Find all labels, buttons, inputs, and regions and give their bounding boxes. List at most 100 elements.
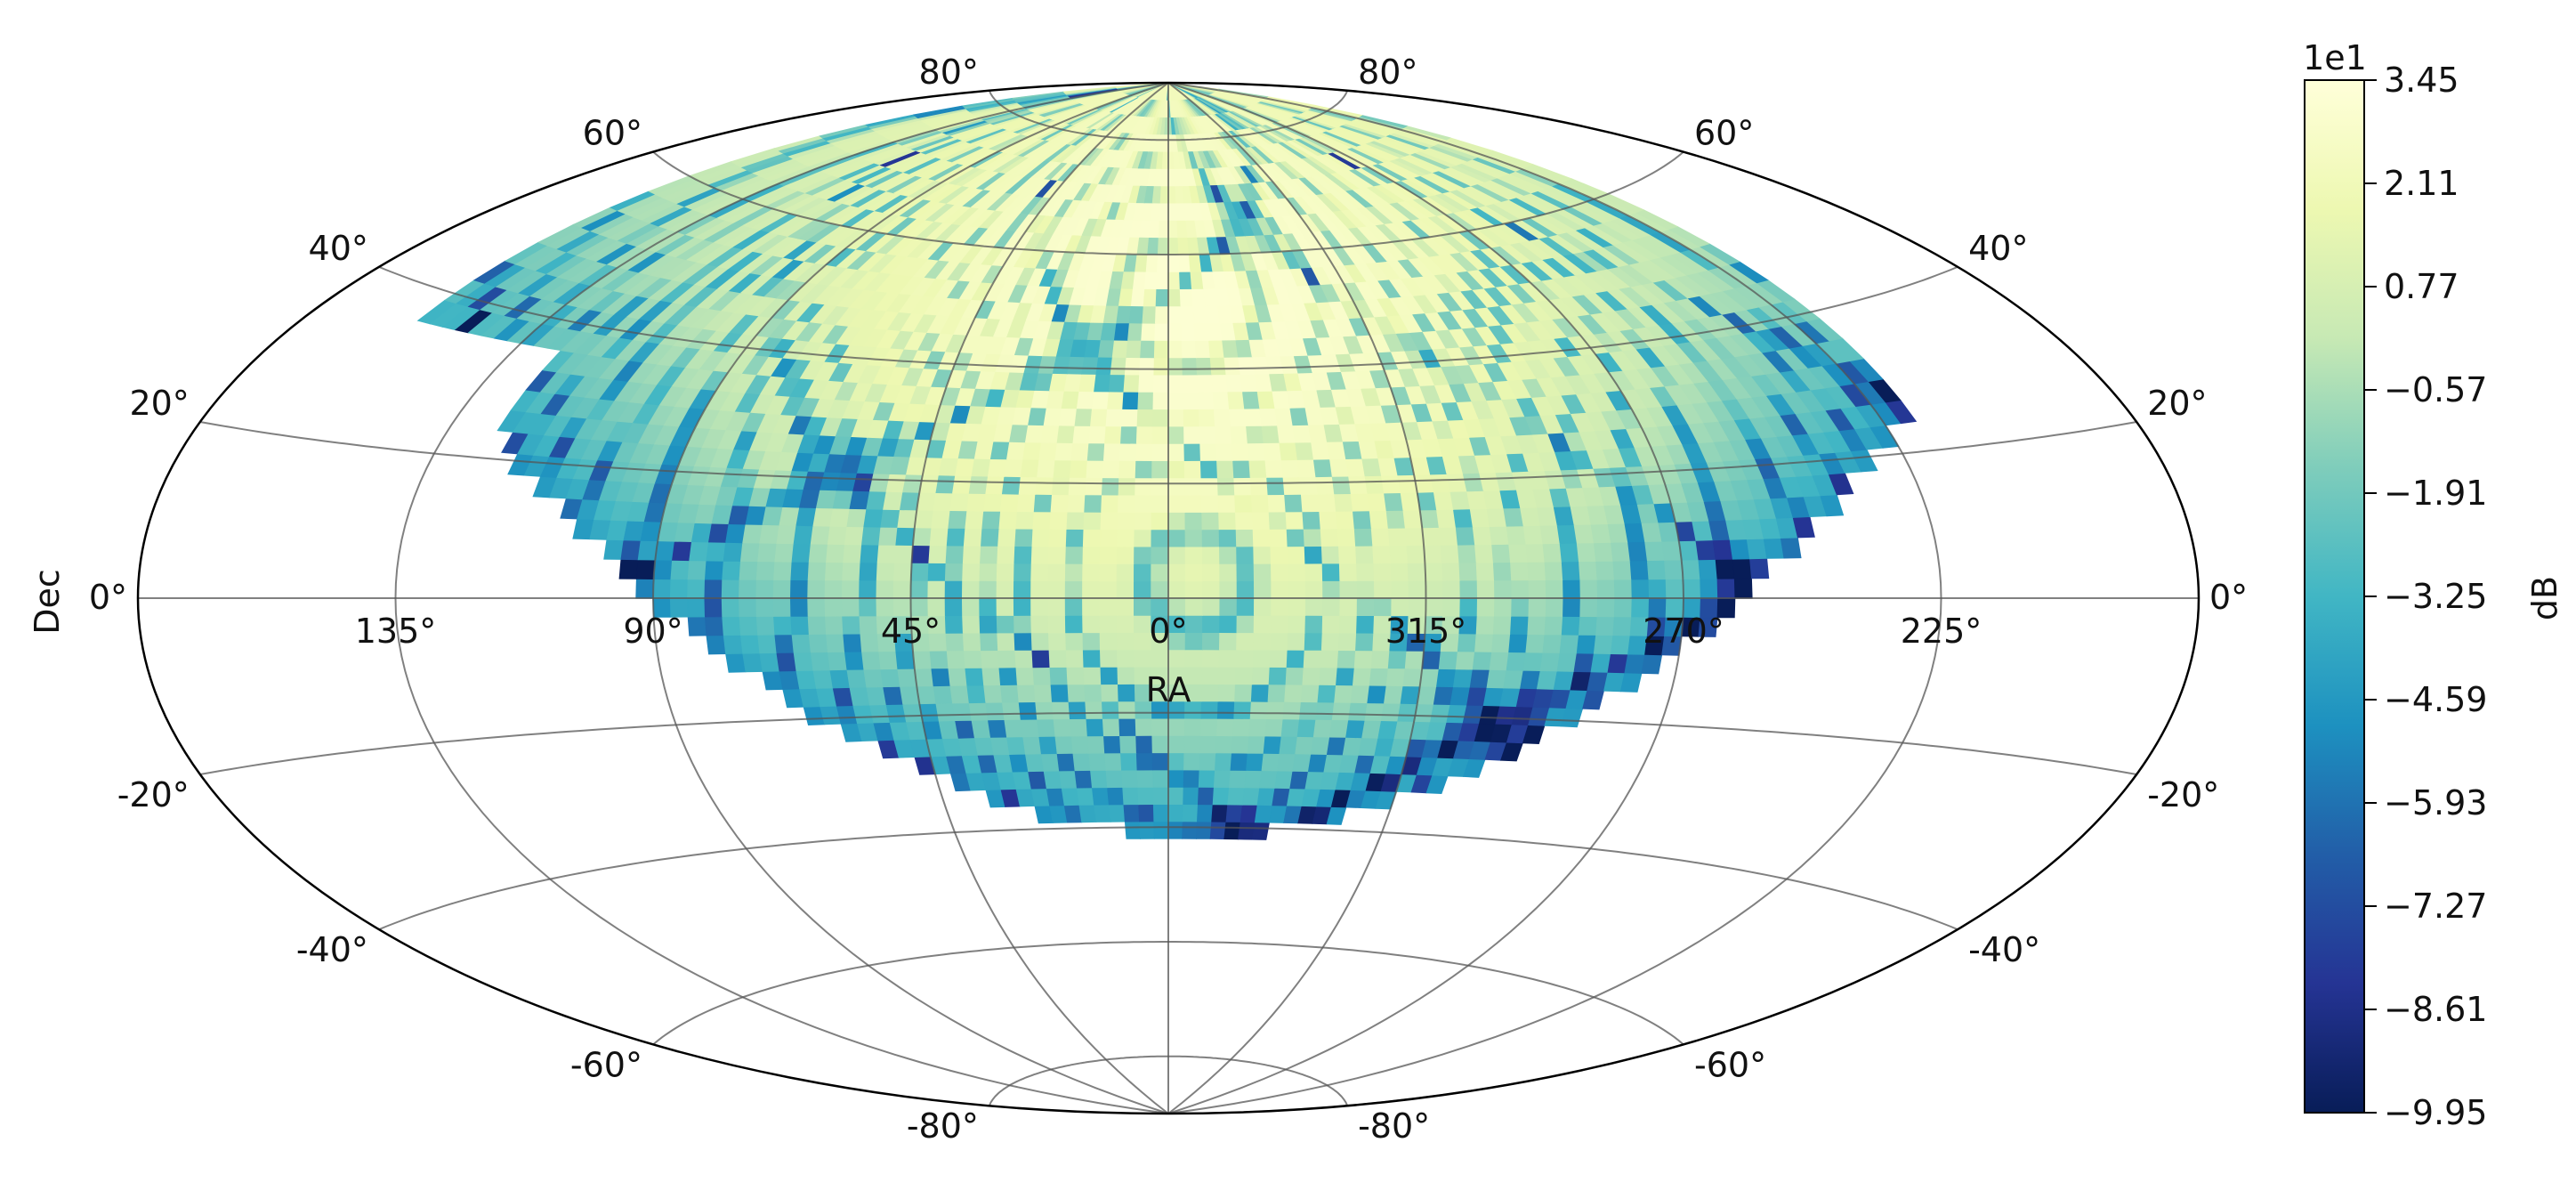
heatmap-cell (1135, 734, 1153, 754)
heatmap-cell (1020, 718, 1040, 738)
heatmap-cell (1373, 563, 1393, 581)
heatmap-cell (1596, 597, 1616, 618)
heatmap-cell (1234, 511, 1254, 531)
heatmap-cell (929, 527, 949, 547)
heatmap-cell (1563, 579, 1581, 599)
heatmap-cell (1295, 736, 1314, 755)
heatmap-cell (1184, 649, 1203, 668)
heatmap-cell (880, 668, 900, 688)
heatmap-cell (1436, 508, 1457, 528)
heatmap-cell (843, 544, 862, 563)
grid-line (1167, 82, 1685, 1114)
heatmap-cell (1491, 543, 1511, 563)
heatmap-cell (1167, 563, 1186, 582)
heatmap-cell (1218, 546, 1238, 564)
heatmap-cell (1212, 787, 1230, 806)
heatmap-cell (1179, 288, 1194, 307)
heatmap-cell (1047, 632, 1067, 651)
heatmap-cell (1088, 752, 1107, 771)
heatmap-cell (759, 652, 780, 672)
map-frame (136, 81, 2201, 1115)
heatmap-cell (704, 616, 724, 636)
heatmap-cell (1065, 529, 1085, 547)
heatmap-cell (1579, 579, 1598, 599)
heatmap-cell (1320, 649, 1339, 668)
heatmap-cell (1629, 560, 1650, 580)
heatmap-cell (1191, 288, 1207, 307)
heatmap-cell (1506, 525, 1527, 545)
heatmap-cell (996, 580, 1014, 599)
heatmap-cell (1085, 701, 1103, 719)
colorbar-bar (2304, 79, 2365, 1114)
heatmap-cell (1082, 580, 1101, 599)
heatmap-cell (1356, 615, 1375, 634)
heatmap-cell (1064, 563, 1084, 581)
heatmap-cell (1612, 616, 1633, 636)
heatmap-cell (1421, 527, 1441, 547)
heatmap-cell (1312, 458, 1333, 478)
heatmap-cell (1099, 597, 1118, 616)
heatmap-cell (1474, 633, 1494, 652)
heatmap-cell (1312, 718, 1333, 738)
heatmap-layer (416, 83, 1918, 840)
heatmap-cell (1104, 425, 1122, 444)
heatmap-cell (944, 597, 964, 617)
heatmap-cell (1031, 649, 1051, 668)
heatmap-cell (876, 562, 895, 581)
heatmap-cell (979, 563, 998, 581)
heatmap-cell (1108, 804, 1126, 822)
heatmap-cell (1302, 511, 1321, 530)
heatmap-cell (971, 458, 991, 477)
heatmap-cell (1438, 651, 1458, 670)
heatmap-cell (1167, 786, 1184, 805)
heatmap-cell (944, 615, 964, 634)
dec-tick-label-left: -60° (570, 1045, 642, 1084)
heatmap-cell (893, 562, 913, 581)
heatmap-cell (1086, 735, 1106, 754)
heatmap-cell (1200, 684, 1220, 702)
heatmap-cell (1167, 546, 1186, 564)
heatmap-cell (1385, 668, 1406, 687)
heatmap-cell (1320, 632, 1340, 652)
heatmap-cell (1286, 528, 1305, 547)
ra-tick-label: 270° (1643, 612, 1724, 651)
heatmap-cell (1215, 442, 1234, 461)
heatmap-cell (1218, 511, 1237, 531)
heatmap-cell (1160, 168, 1169, 187)
heatmap-cell (1249, 476, 1269, 496)
heatmap-cell (1261, 752, 1280, 772)
heatmap-cell (1438, 526, 1458, 546)
heatmap-cell (1329, 719, 1350, 738)
heatmap-cell (1271, 580, 1289, 599)
heatmap-cell (1167, 374, 1184, 393)
dec-tick-label-right: 20° (2147, 384, 2207, 423)
heatmap-cell (1380, 474, 1401, 494)
heatmap-cell (1065, 649, 1085, 668)
heatmap-cell (1201, 529, 1220, 547)
heatmap-cell (1336, 667, 1355, 686)
heatmap-cell (1235, 529, 1255, 547)
heatmap-cell (1240, 804, 1258, 823)
heatmap-cell (1013, 597, 1032, 616)
heatmap-cell (1195, 821, 1213, 839)
heatmap-cell (997, 528, 1017, 547)
heatmap-cell (911, 545, 931, 563)
heatmap-cell (1230, 752, 1248, 771)
heatmap-cell (1300, 493, 1320, 513)
heatmap-cell (842, 615, 861, 635)
heatmap-cell (1440, 544, 1460, 563)
heatmap-cell (1610, 635, 1631, 655)
heatmap-cell (1086, 459, 1104, 479)
heatmap-cell (1099, 580, 1118, 599)
heatmap-cell (1698, 559, 1718, 579)
heatmap-cell (1084, 494, 1102, 513)
heatmap-cell (1486, 668, 1507, 689)
heatmap-cell (1004, 458, 1024, 478)
heatmap-cell (1049, 667, 1069, 685)
heatmap-cell (1151, 529, 1169, 547)
heatmap-cell (997, 649, 1017, 668)
heatmap-cell (1167, 219, 1179, 239)
heatmap-cell (1319, 510, 1338, 530)
dec-tick-label-left: 60° (583, 114, 642, 153)
heatmap-cell (1116, 563, 1135, 582)
